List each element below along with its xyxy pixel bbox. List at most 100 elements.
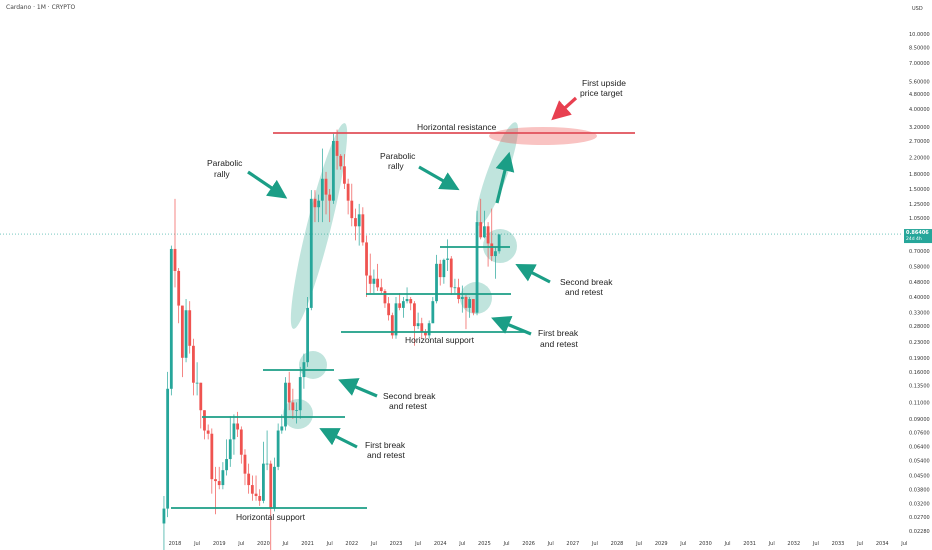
x-tick-label: Jul [326, 541, 333, 547]
candle-body [394, 303, 398, 336]
candle-body [405, 299, 409, 302]
x-tick-label: Jul [635, 541, 642, 547]
candle-body [265, 463, 269, 465]
candle-body [250, 485, 254, 494]
candle-body [247, 473, 251, 486]
x-tick-label: Jul [768, 541, 775, 547]
y-tick-label: 0.06400 [909, 445, 930, 451]
currency-label: USD [912, 6, 923, 12]
candle-body [166, 388, 170, 509]
candle-body [497, 234, 501, 252]
candle-body [343, 166, 346, 184]
price-scale[interactable] [902, 0, 932, 550]
candle-body [335, 140, 339, 156]
x-tick-label: 2020 [257, 541, 270, 547]
candle-body [328, 194, 332, 201]
parabolic-label-left-2: rally [214, 169, 230, 179]
y-tick-label: 0.48000 [909, 280, 930, 286]
y-tick-label: 0.70000 [909, 249, 930, 255]
x-tick-label: 2018 [169, 541, 182, 547]
price-target-ellipse [489, 127, 597, 145]
candle-body [365, 242, 368, 276]
y-tick-label: 2.20000 [909, 156, 930, 162]
y-tick-label: 0.28000 [909, 324, 930, 330]
y-tick-label: 5.60000 [909, 79, 930, 85]
candle-body [442, 259, 446, 278]
x-tick-label: 2032 [787, 541, 800, 547]
candle-body [361, 214, 365, 243]
candle-body [195, 382, 199, 384]
candle-body [460, 296, 464, 300]
x-tick-label: 2028 [611, 541, 624, 547]
arrow-first-break-left [319, 428, 358, 449]
support-label-top: Horizontal support [405, 335, 475, 345]
candle-body [287, 382, 291, 403]
parabolic-label-left-1: Parabolic [207, 158, 243, 168]
first-break-right-label-2: and retest [540, 339, 578, 349]
candle-body [494, 251, 497, 257]
y-tick-label: 0.16000 [909, 370, 930, 376]
x-tick-label: Jul [458, 541, 465, 547]
x-tick-label: Jul [502, 541, 509, 547]
x-tick-label: Jul [900, 541, 907, 547]
candle-body [413, 303, 416, 327]
y-tick-label: 3.20000 [909, 125, 930, 131]
symbol-title: Cardano · 1M · CRYPTO [6, 4, 76, 11]
second-break-right-label-1: Second break [560, 277, 613, 287]
x-tick-label: 2023 [390, 541, 403, 547]
x-tick-label: 2021 [301, 541, 314, 547]
retest-circle-second-left [299, 351, 327, 379]
x-tick-label: Jul [193, 541, 200, 547]
arrow-parabolic-left [247, 170, 288, 199]
y-tick-label: 0.19000 [909, 356, 930, 362]
y-tick-label: 0.33000 [909, 311, 930, 317]
current-price-badge: 0.86406 24d 4h [904, 229, 932, 244]
x-tick-label: 2031 [743, 541, 756, 547]
x-tick-label: Jul [812, 541, 819, 547]
candle-body [236, 423, 240, 430]
candle-body [486, 226, 490, 244]
candle-body [446, 258, 449, 260]
arrow-first-break-right [491, 315, 532, 336]
candle-body [424, 332, 427, 336]
y-tick-label: 2.70000 [909, 139, 930, 145]
upside-target-label-1: First upside [582, 78, 626, 88]
x-tick-label: 2029 [655, 541, 668, 547]
y-axis-ticks: 10.0000 8.50000 7.00000 5.60000 4.80000 4.000… [909, 32, 930, 535]
candle-body [162, 508, 166, 524]
candle-body [471, 299, 475, 313]
y-tick-label: 0.58000 [909, 265, 930, 271]
x-tick-label: 2027 [566, 541, 579, 547]
candle-body [468, 299, 472, 308]
support-label-bottom: Horizontal support [236, 512, 306, 522]
candle-body [258, 495, 262, 501]
x-tick-label: 2025 [478, 541, 491, 547]
candle-body [331, 140, 335, 201]
candle-body [379, 287, 383, 292]
arrow-second-break-right [515, 264, 551, 284]
candle-body [372, 278, 376, 284]
y-tick-label: 0.03800 [909, 487, 930, 493]
x-tick-label: Jul [547, 541, 554, 547]
candle-body [387, 303, 391, 316]
candle-body [368, 275, 372, 284]
candle-body [284, 382, 287, 427]
candle-body [291, 402, 295, 411]
candle-body [206, 430, 210, 434]
arrow-second-break-left [338, 378, 378, 398]
x-tick-label: 2030 [699, 541, 712, 547]
candle-body [376, 278, 379, 288]
y-tick-label: 8.50000 [909, 45, 930, 51]
y-tick-label: 1.05000 [909, 216, 930, 222]
candle-body [273, 466, 276, 509]
candle-body [214, 479, 217, 482]
candle-body [239, 429, 243, 455]
x-tick-label: Jul [723, 541, 730, 547]
candle-body [192, 345, 195, 383]
candle-body [313, 198, 317, 208]
candle-body [295, 410, 298, 412]
price-badge-countdown: 24d 4h [906, 236, 922, 242]
x-tick-label: Jul [856, 541, 863, 547]
